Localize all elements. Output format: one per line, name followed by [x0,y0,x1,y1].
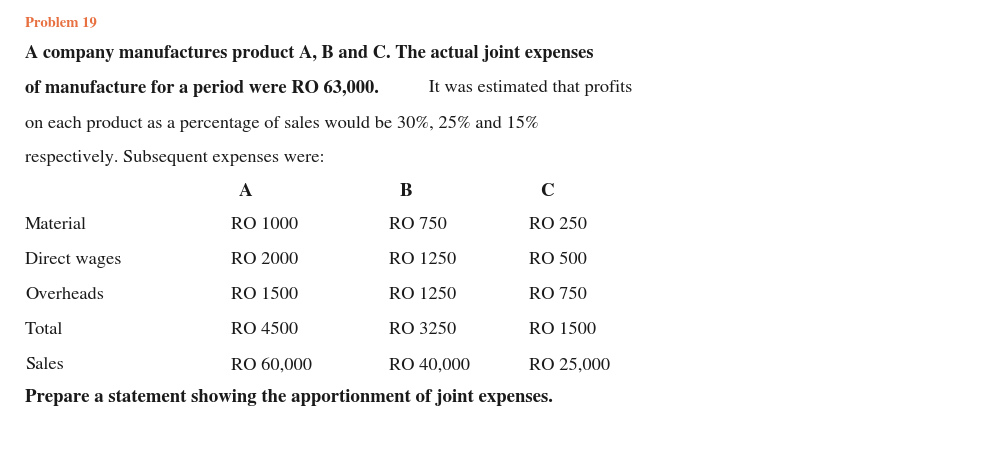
Text: RO 750: RO 750 [389,217,447,233]
Text: RO 250: RO 250 [528,217,586,233]
Text: RO 1250: RO 1250 [389,287,456,303]
Text: RO 40,000: RO 40,000 [389,357,470,374]
Text: Overheads: Overheads [25,287,104,303]
Text: A: A [238,183,253,200]
Text: Prepare a statement showing the apportionment of joint expenses.: Prepare a statement showing the apportio… [25,389,552,406]
Text: It was estimated that profits: It was estimated that profits [424,80,632,96]
Text: Problem 19: Problem 19 [25,17,97,30]
Text: Direct wages: Direct wages [25,252,121,268]
Text: RO 1500: RO 1500 [528,322,595,338]
Text: RO 4500: RO 4500 [230,322,298,338]
Text: on each product as a percentage of sales would be 30%, 25% and 15%: on each product as a percentage of sales… [25,115,538,132]
Text: Sales: Sales [25,357,64,374]
Text: B: B [400,183,412,200]
Text: RO 750: RO 750 [528,287,586,303]
Text: RO 500: RO 500 [528,252,586,268]
Text: RO 1500: RO 1500 [230,287,298,303]
Text: RO 1000: RO 1000 [230,217,298,233]
Text: RO 2000: RO 2000 [230,252,298,268]
Text: Material: Material [25,217,87,233]
Text: A company manufactures product A, B and C. The actual joint expenses: A company manufactures product A, B and … [25,45,593,62]
Text: of manufacture for a period were RO 63,000.: of manufacture for a period were RO 63,0… [25,80,379,97]
Text: RO 60,000: RO 60,000 [230,357,312,374]
Text: RO 1250: RO 1250 [389,252,456,268]
Text: Total: Total [25,322,63,338]
Text: RO 25,000: RO 25,000 [528,357,609,374]
Text: RO 3250: RO 3250 [389,322,456,338]
Text: C: C [539,183,553,200]
Text: respectively. Subsequent expenses were:: respectively. Subsequent expenses were: [25,150,325,166]
